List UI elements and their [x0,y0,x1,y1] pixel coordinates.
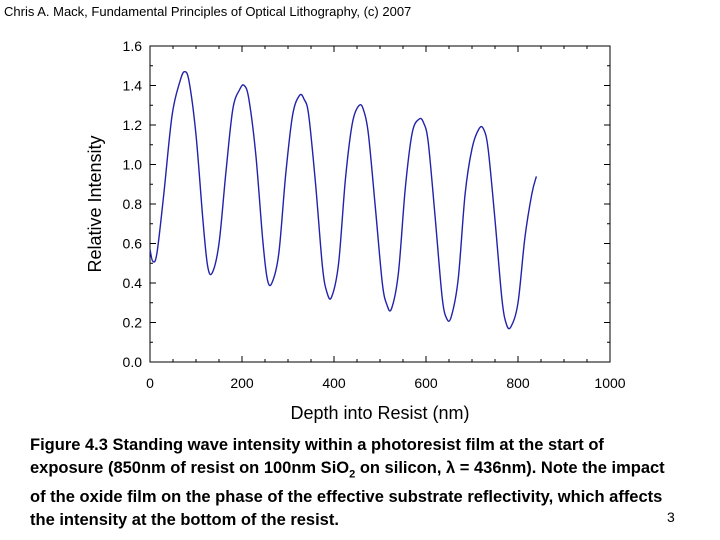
y-tick-label: 0.6 [123,236,143,252]
chart-series [149,70,538,330]
chart-ticks [149,45,611,363]
intensity-series-line [149,70,538,330]
caption-text-1: Figure 4.3 Standing wave intensity withi… [30,436,604,477]
chart-tick-labels: 0 200 400 600 800 1000 0.0 0.2 0.4 0.6 0.8 1.0 1.2 1.… [123,38,626,391]
caption-subscript: 2 [349,468,356,481]
x-axis-label: Depth into Resist (nm) [290,403,469,423]
standing-wave-chart: 0 200 400 600 800 1000 0.0 0.2 0.4 0.6 0.8 1.0 1.2 1.… [85,38,626,423]
x-tick-label: 800 [506,375,530,391]
x-tick-label: 1000 [594,375,625,391]
header-credit: Chris A. Mack, Fundamental Principles of… [4,4,412,19]
y-tick-label: 0.4 [123,275,143,291]
x-tick-label: 200 [230,375,254,391]
y-tick-label: 1.0 [123,157,143,173]
caption-text-2: on silicon, λ = 436nm). Note the impact … [30,459,665,530]
x-tick-label: 0 [146,375,154,391]
x-tick-label: 600 [414,375,438,391]
y-axis-label: Relative Intensity [85,135,105,272]
y-tick-label: 0.8 [123,196,143,212]
x-tick-label: 400 [322,375,346,391]
plot-frame [149,45,611,363]
figure-caption: Figure 4.3 Standing wave intensity withi… [30,434,670,532]
y-tick-label: 1.2 [123,117,143,133]
y-tick-label: 1.4 [123,78,143,94]
slide-number: 3 [667,509,675,525]
chart-axes [149,45,611,363]
y-tick-label: 0.2 [123,315,143,331]
y-tick-label: 1.6 [123,38,143,54]
y-tick-label: 0.0 [123,354,143,370]
